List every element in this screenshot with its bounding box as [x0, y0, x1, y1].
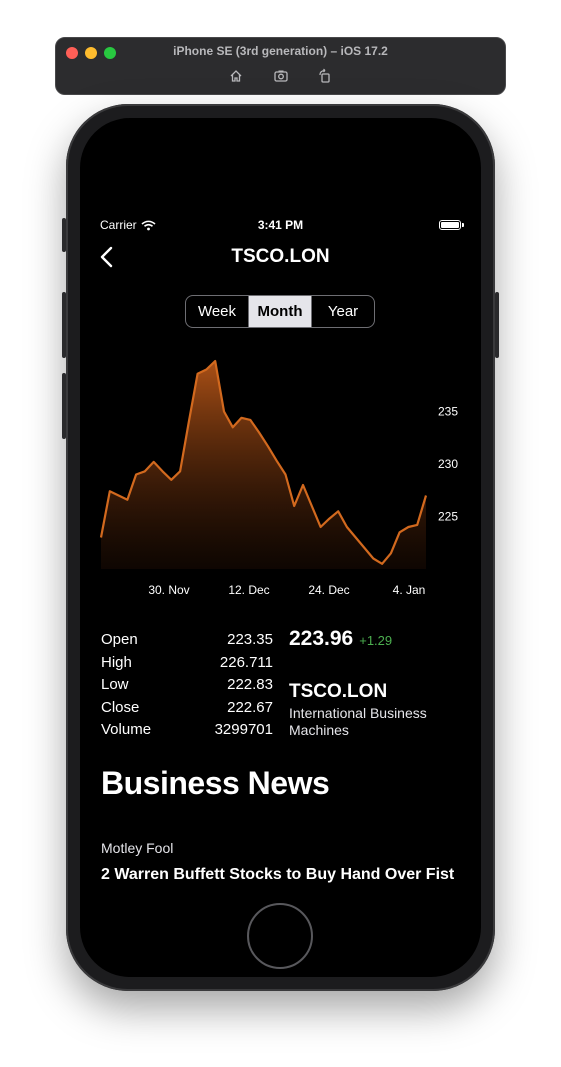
battery-icon [439, 220, 461, 230]
stat-row-low: Low 222.83 [101, 674, 273, 697]
y-tick-label: 235 [438, 405, 458, 419]
stat-label: Close [101, 698, 140, 716]
stat-row-high: High 226.711 [101, 652, 273, 675]
stat-value: 222.83 [227, 676, 273, 693]
stat-label: Volume [101, 721, 152, 738]
rotate-icon[interactable] [317, 68, 333, 84]
minimize-window-button[interactable] [85, 47, 97, 59]
battery-nub [462, 223, 464, 227]
stat-label: Open [101, 631, 138, 648]
x-tick-label: 12. Dec [228, 583, 269, 597]
status-time: 3:41 PM [257, 218, 304, 232]
close-window-button[interactable] [66, 47, 78, 59]
stat-row-open: Open 223.35 [101, 629, 273, 652]
wifi-icon [141, 220, 156, 230]
back-button[interactable] [98, 244, 118, 270]
chart-area-fill [101, 361, 426, 569]
x-tick-label: 4. Jan [393, 583, 426, 597]
screenshot-icon[interactable] [273, 68, 289, 84]
stats-table: Open 223.35 High 226.711 Low 222.83 Close 22… [101, 629, 273, 742]
y-tick-label: 230 [438, 457, 458, 471]
power-button [495, 292, 499, 358]
status-carrier: Carrier [100, 218, 156, 232]
zoom-window-button[interactable] [104, 47, 116, 59]
stat-value: 226.711 [219, 653, 273, 671]
stat-value: 222.67 [227, 698, 273, 716]
time-range-segmented-control: Week Month Year [185, 295, 375, 328]
news-source: Motley Fool [101, 840, 174, 856]
volume-up-button [62, 292, 66, 358]
quote-symbol: TSCO.LON [289, 681, 388, 702]
segment-month[interactable]: Month [248, 296, 311, 327]
news-headline-link[interactable]: 2 Warren Buffett Stocks to Buy Hand Over… [101, 866, 455, 883]
stat-row-volume: Volume 3299701 [101, 719, 273, 742]
simulator-title: iPhone SE (3rd generation) – iOS 17.2 [173, 44, 388, 58]
home-icon[interactable] [228, 68, 244, 84]
home-button[interactable] [247, 903, 313, 969]
x-tick-label: 24. Dec [308, 583, 349, 597]
segment-week[interactable]: Week [197, 303, 237, 320]
price-chart: 235 230 225 30. Nov 12. Dec 24. Dec 4. Jan [99, 360, 458, 597]
news-heading: Business News [101, 765, 330, 801]
stat-value: 3299701 [214, 721, 273, 738]
stat-value: 223.35 [227, 631, 273, 648]
carrier-label: Carrier [100, 218, 137, 232]
current-price: 223.96 [289, 627, 354, 650]
x-tick-label: 30. Nov [148, 583, 189, 597]
nav-title: TSCO.LON [231, 246, 330, 267]
stat-label: High [101, 653, 132, 671]
company-name: International Business Machines [289, 705, 427, 738]
stat-label: Low [101, 676, 129, 693]
chevron-left-icon [100, 246, 113, 268]
price-change: +1.29 [359, 633, 393, 648]
simulator-title-bar: iPhone SE (3rd generation) – iOS 17.2 [55, 37, 506, 95]
mute-switch [62, 218, 66, 252]
stat-row-close: Close 222.67 [101, 697, 273, 720]
chart-price-line [99, 360, 428, 565]
quote-block: 223.96 +1.29 [289, 627, 392, 651]
app-screen: Carrier 3:41 PM TSCO.LON Week Month Year… [80, 189, 481, 900]
segment-year[interactable]: Year [311, 296, 374, 327]
volume-down-button [62, 373, 66, 439]
y-tick-label: 225 [438, 510, 458, 524]
